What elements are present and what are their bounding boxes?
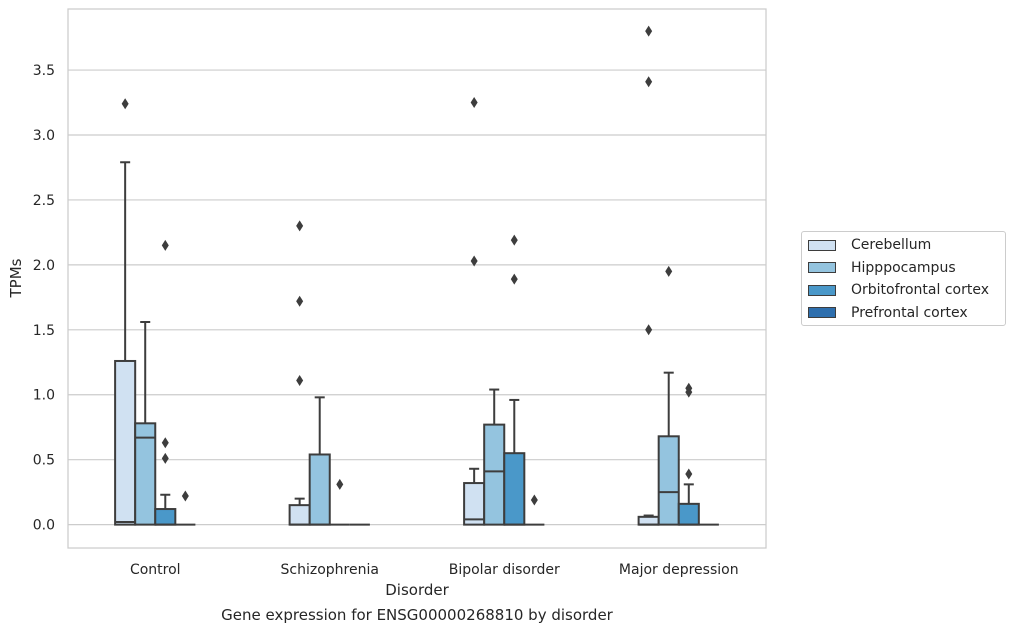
box-iqr: [463, 482, 486, 526]
grid-lines: [68, 69, 766, 526]
box-iqr: [154, 508, 177, 526]
x-tick-label: Major depression: [619, 562, 739, 578]
legend-item: Prefrontal cortex: [808, 303, 968, 323]
legend-label: Cerebellum: [851, 237, 932, 253]
legend-item: Cerebellum: [808, 235, 931, 255]
outlier-point: [685, 468, 693, 480]
outlier-point: [685, 386, 693, 398]
y-tick-label: 1.0: [33, 388, 55, 404]
y-tick-label: 3.0: [33, 128, 55, 144]
x-axis-label: Disorder: [385, 581, 449, 599]
box-orbitofrontal-cortex: [154, 239, 177, 526]
outlier-point: [530, 494, 538, 506]
box-hipppocampus: [308, 396, 331, 526]
outlier-point: [645, 25, 653, 37]
legend-label: Orbitofrontal cortex: [851, 282, 989, 299]
box-cerebellum: [463, 97, 486, 526]
figure-caption: Gene expression for ENSG00000268810 by d…: [221, 606, 613, 624]
box-cerebellum: [288, 220, 311, 526]
box-iqr: [657, 435, 680, 526]
legend-swatch: [808, 262, 836, 274]
box-orbitofrontal-cortex: [329, 478, 350, 526]
outlier-point: [665, 265, 673, 277]
box-iqr: [308, 453, 331, 526]
box-cerebellum: [114, 98, 137, 526]
y-tick-label: 0.0: [33, 518, 55, 534]
plot-area-frame: [67, 8, 767, 549]
x-tick-labels: Control Schizophrenia Bipolar disorder Majo…: [130, 562, 739, 578]
box-prefrontal-cortex: [524, 494, 545, 526]
box-iqr: [114, 359, 137, 526]
y-tick-label: 1.5: [33, 323, 55, 339]
legend-swatch: [808, 284, 836, 296]
outlier-point: [296, 374, 304, 386]
outlier-point: [161, 239, 169, 251]
box-iqr: [503, 452, 526, 526]
outlier-point: [510, 273, 518, 285]
outlier-point: [161, 437, 169, 449]
outlier-point: [470, 97, 478, 109]
y-axis-label: TPMs: [7, 258, 25, 298]
y-tick-label: 2.5: [33, 193, 55, 209]
legend-label: Prefrontal cortex: [851, 304, 968, 321]
box-prefrontal-cortex: [175, 490, 196, 526]
x-tick-label: Bipolar disorder: [449, 562, 560, 578]
outlier-point: [121, 98, 129, 110]
outlier-point: [161, 452, 169, 464]
box-cerebellum: [637, 25, 660, 526]
y-tick-labels: 0.0 0.5 1.0 1.5 2.0 2.5 3.0 3.5: [33, 63, 55, 534]
box-hipppocampus: [483, 388, 506, 526]
box-marks: [114, 25, 719, 526]
box-iqr: [483, 423, 506, 526]
legend: Cerebellum Hipppocampus Orbitofrontal cort…: [801, 231, 1006, 326]
box-iqr: [677, 502, 700, 526]
legend-label: Hipppocampus: [851, 259, 956, 276]
outlier-point: [296, 220, 304, 232]
box-iqr: [288, 504, 311, 526]
outlier-point: [336, 478, 344, 490]
x-tick-label: Control: [130, 562, 181, 578]
y-tick-label: 2.0: [33, 258, 55, 274]
box-iqr: [134, 422, 157, 526]
outlier-point: [470, 255, 478, 267]
box-iqr: [637, 515, 660, 526]
box-orbitofrontal-cortex: [503, 234, 526, 526]
legend-swatch: [808, 307, 836, 319]
y-tick-label: 3.5: [33, 63, 55, 79]
outlier-point: [645, 324, 653, 336]
outlier-point: [510, 234, 518, 246]
legend-swatch: [808, 239, 836, 251]
box-hipppocampus: [657, 265, 680, 526]
x-tick-label: Schizophrenia: [281, 562, 379, 578]
outlier-point: [645, 76, 653, 88]
legend-item: Orbitofrontal cortex: [808, 280, 989, 300]
legend-item: Hipppocampus: [808, 258, 956, 278]
outlier-point: [181, 490, 189, 502]
y-tick-label: 0.5: [33, 453, 55, 469]
box-orbitofrontal-cortex: [677, 382, 700, 526]
outlier-point: [296, 295, 304, 307]
box-hipppocampus: [134, 321, 157, 526]
